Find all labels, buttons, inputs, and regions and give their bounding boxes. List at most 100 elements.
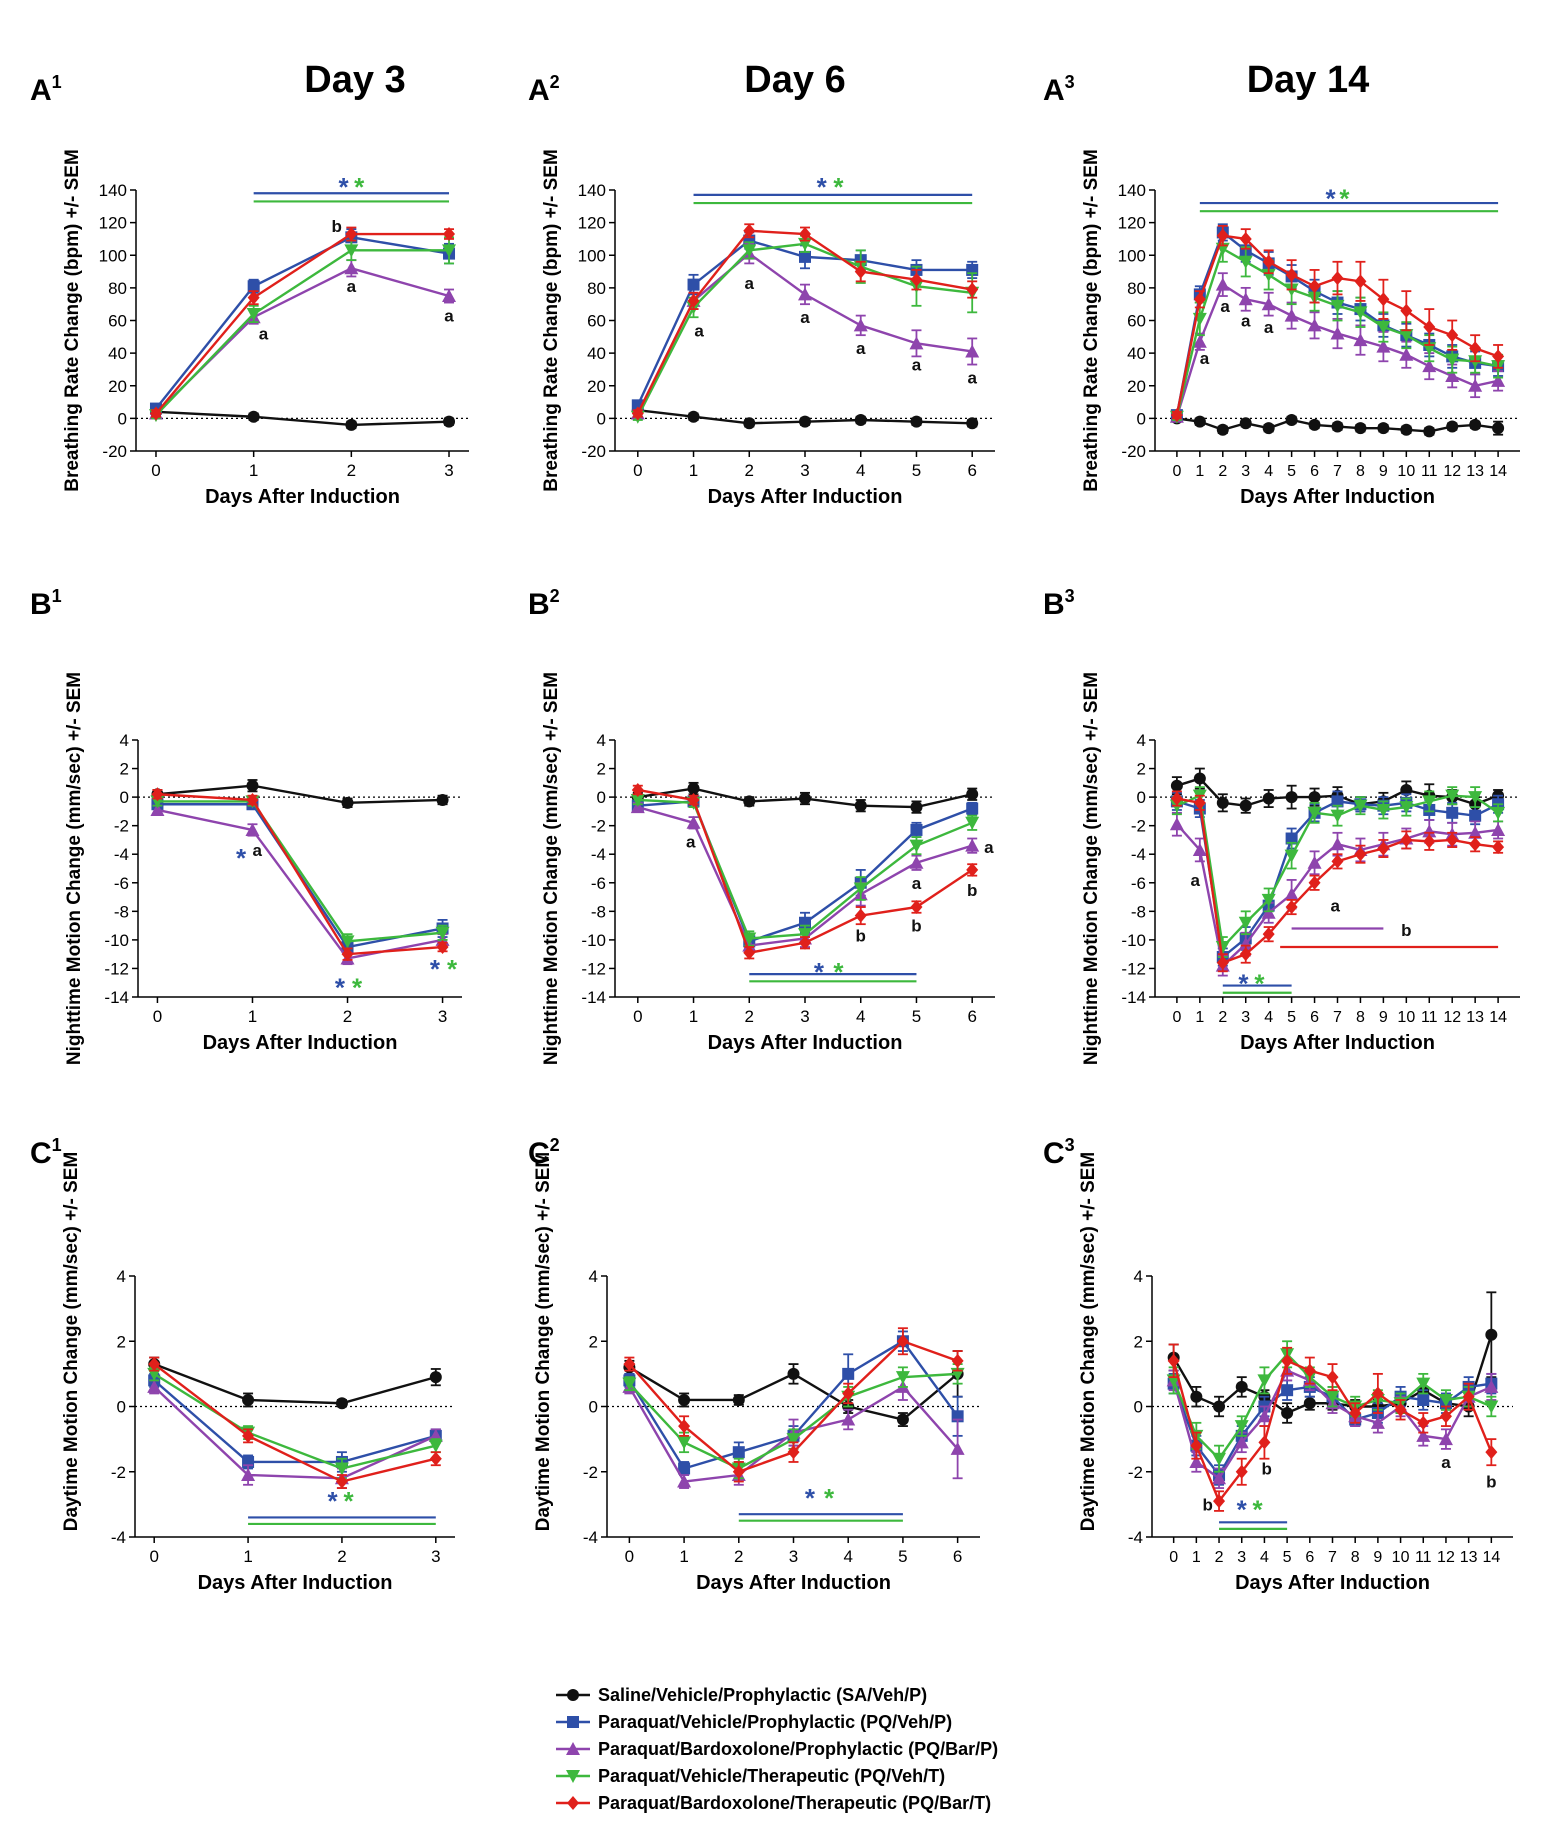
y-tick-label: 2: [117, 1332, 126, 1351]
y-tick-label: -20: [1121, 442, 1146, 461]
series-pq_bar_t: [1170, 790, 1505, 973]
annotation-letter: a: [800, 308, 810, 327]
x-tick-label: 4: [843, 1547, 852, 1566]
data-point-pq_bar_p: [686, 815, 701, 829]
data-point-pq_bar_t: [854, 264, 867, 279]
y-tick-label: 2: [597, 760, 606, 779]
series-pq_bar_t: [631, 782, 979, 960]
data-point-saline: [1262, 422, 1275, 435]
y-tick-label: -2: [1128, 1463, 1143, 1482]
data-point-saline: [242, 1393, 255, 1406]
x-tick-label: 0: [633, 1007, 642, 1026]
x-tick-label: 4: [856, 1007, 865, 1026]
data-point-pq_bar_t: [1190, 1438, 1203, 1453]
data-point-pq_bar_t: [1258, 1435, 1271, 1450]
data-point-pq_veh_t: [965, 816, 980, 830]
x-tick-label: 0: [1169, 1549, 1178, 1566]
x-tick-label: 2: [337, 1547, 346, 1566]
data-point-pq_veh_t: [1445, 789, 1460, 803]
annotation-letter: a: [745, 274, 755, 293]
data-point-pq_bar_p: [241, 1468, 256, 1482]
data-point-pq_veh_t: [1238, 255, 1253, 269]
y-tick-label: 0: [117, 1398, 126, 1417]
y-tick-label: 40: [587, 344, 606, 363]
x-tick-label: 12: [1437, 1549, 1455, 1566]
x-tick-label: 14: [1489, 463, 1507, 480]
y-tick-label: -20: [581, 442, 606, 461]
x-tick-label: 8: [1356, 463, 1365, 480]
series-line-pq_veh_t: [153, 1372, 437, 1470]
data-point-saline: [1423, 425, 1436, 438]
significance-star: *: [352, 973, 363, 1003]
series-pq_veh_p: [149, 228, 456, 415]
data-point-pq_bar_p: [1192, 334, 1207, 348]
x-tick-label: 9: [1379, 463, 1388, 480]
data-point-pq_bar_t: [1371, 1386, 1384, 1401]
data-point-saline: [687, 782, 700, 795]
y-tick-label: 4: [117, 1267, 126, 1286]
x-tick-label: 11: [1421, 463, 1438, 480]
data-point-pq_bar_t: [1239, 947, 1252, 962]
data-point-pq_bar_p: [909, 336, 924, 350]
annotation-letter: b: [856, 927, 866, 946]
data-point-pq_bar_p: [1399, 347, 1414, 361]
data-point-pq_veh_t: [334, 1462, 349, 1476]
data-point-pq_veh_t: [1416, 1377, 1431, 1391]
y-tick-label: 20: [108, 377, 127, 396]
data-point-pq_veh_t: [742, 244, 757, 258]
annotation-letter: a: [967, 369, 977, 388]
data-point-pq_bar_t: [687, 792, 700, 807]
significance-star: *: [236, 843, 247, 873]
data-point-pq_bar_p: [965, 344, 980, 358]
data-point-pq_veh_t: [677, 1436, 692, 1450]
data-point-saline: [247, 410, 260, 423]
data-point-pq_bar_t: [1216, 228, 1229, 243]
data-point-pq_veh_t: [1399, 329, 1414, 343]
x-tick-label: 4: [1260, 1549, 1269, 1566]
x-tick-label: 7: [1333, 1009, 1342, 1026]
data-point-saline: [1400, 423, 1413, 436]
data-point-saline: [1492, 422, 1505, 435]
data-point-pq_veh_t: [895, 1371, 910, 1385]
data-point-pq_bar_t: [1331, 854, 1344, 869]
y-tick-label: 100: [1118, 246, 1146, 265]
data-point-pq_veh_t: [344, 244, 359, 258]
data-point-pq_bar_t: [1303, 1363, 1316, 1378]
y-tick-label: 0: [118, 409, 127, 428]
x-tick-label: 2: [343, 1007, 352, 1026]
data-point-pq_bar_t: [148, 1357, 161, 1372]
series-pq_bar_p: [150, 802, 450, 966]
x-tick-label: 5: [912, 1007, 921, 1026]
data-point-saline: [1262, 792, 1275, 805]
data-point-pq_veh_t: [1238, 916, 1253, 930]
y-tick-label: -8: [114, 902, 129, 921]
data-point-pq_bar_t: [149, 406, 162, 421]
data-point-pq_bar_t: [1349, 1406, 1362, 1421]
data-point-pq_veh_p: [966, 802, 979, 815]
significance-star: *: [814, 957, 825, 987]
data-point-pq_bar_p: [1261, 905, 1276, 919]
annotation-letter: a: [1220, 297, 1230, 316]
data-point-pq_bar_t: [1213, 1494, 1226, 1509]
y-tick-label: -20: [102, 442, 127, 461]
x-tick-label: 10: [1397, 1009, 1415, 1026]
data-point-pq_bar_t: [1377, 292, 1390, 307]
x-tick-label: 2: [1215, 1549, 1224, 1566]
y-axis-label: Daytime Motion Change (mm/sec) +/- SEM: [61, 1152, 82, 1532]
data-point-pq_bar_p: [1234, 1435, 1249, 1449]
x-tick-label: 1: [243, 1547, 252, 1566]
data-point-pq_bar_t: [1281, 1353, 1294, 1368]
x-tick-label: 3: [438, 1007, 447, 1026]
data-point-pq_bar_t: [951, 1353, 964, 1368]
y-tick-label: 80: [1127, 279, 1146, 298]
y-axis-label: Nighttime Motion Change (mm/sec) +/- SEM: [1081, 672, 1102, 1065]
data-point-pq_bar_t: [1239, 231, 1252, 246]
y-tick-label: 2: [120, 760, 129, 779]
data-point-pq_bar_t: [341, 947, 354, 962]
series-line-pq_bar_p: [636, 252, 973, 415]
column-title-day3: Day 3: [304, 59, 405, 101]
annotation-letter: b: [1401, 921, 1411, 940]
data-point-pq_bar_t: [1446, 328, 1459, 343]
y-tick-label: 140: [1118, 181, 1146, 200]
